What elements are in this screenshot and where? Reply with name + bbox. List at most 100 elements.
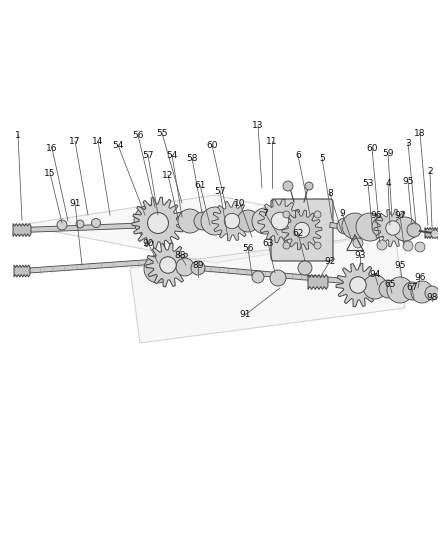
Circle shape	[224, 213, 240, 229]
Circle shape	[415, 242, 425, 252]
Text: 3: 3	[405, 139, 411, 148]
Circle shape	[393, 217, 417, 241]
Text: 96: 96	[370, 211, 382, 220]
Text: 18: 18	[414, 128, 426, 138]
Circle shape	[403, 241, 413, 251]
Text: 58: 58	[186, 154, 198, 163]
Text: 92: 92	[324, 256, 336, 265]
Circle shape	[377, 240, 387, 250]
Text: 62: 62	[292, 229, 304, 238]
Text: 93: 93	[354, 251, 366, 260]
Circle shape	[294, 222, 310, 238]
Circle shape	[57, 220, 67, 230]
Circle shape	[372, 217, 392, 237]
Text: 57: 57	[214, 187, 226, 196]
Circle shape	[160, 257, 176, 273]
Text: 63: 63	[262, 238, 274, 247]
Text: 89: 89	[192, 261, 204, 270]
Circle shape	[386, 221, 400, 235]
Text: 13: 13	[252, 120, 264, 130]
Text: 67: 67	[406, 284, 418, 293]
Text: 8: 8	[327, 189, 333, 198]
Text: 4: 4	[385, 179, 391, 188]
Circle shape	[314, 242, 321, 249]
Text: 54: 54	[112, 141, 124, 150]
Circle shape	[298, 261, 312, 275]
Text: 95: 95	[402, 176, 414, 185]
Text: 9: 9	[339, 208, 345, 217]
Circle shape	[363, 275, 387, 299]
Circle shape	[178, 209, 202, 233]
Text: 10: 10	[234, 198, 246, 207]
Circle shape	[252, 271, 264, 283]
Text: 65: 65	[384, 280, 396, 289]
Circle shape	[201, 207, 229, 235]
Text: 17: 17	[69, 136, 81, 146]
Circle shape	[76, 220, 84, 228]
Polygon shape	[258, 199, 302, 243]
Text: 5: 5	[319, 154, 325, 163]
Polygon shape	[282, 210, 322, 250]
Circle shape	[356, 213, 384, 241]
Text: 60: 60	[366, 143, 378, 152]
Polygon shape	[258, 219, 290, 223]
Polygon shape	[20, 195, 395, 263]
Polygon shape	[130, 233, 405, 343]
Text: 56: 56	[242, 244, 254, 253]
Text: 59: 59	[382, 149, 394, 158]
Polygon shape	[374, 209, 412, 247]
Text: 2: 2	[427, 166, 433, 175]
Text: 56: 56	[132, 131, 144, 140]
Text: 97: 97	[394, 211, 406, 220]
Text: 90: 90	[142, 238, 154, 247]
Circle shape	[387, 277, 413, 303]
Circle shape	[305, 182, 313, 190]
Text: 11: 11	[266, 136, 278, 146]
Polygon shape	[212, 201, 252, 241]
Circle shape	[379, 280, 397, 298]
Text: 88: 88	[174, 251, 186, 260]
Text: 53: 53	[362, 179, 374, 188]
Text: 15: 15	[44, 168, 56, 177]
Polygon shape	[336, 263, 380, 307]
Text: 91: 91	[239, 311, 251, 319]
Circle shape	[314, 211, 321, 218]
Text: 91: 91	[69, 198, 81, 207]
Circle shape	[283, 211, 290, 218]
Polygon shape	[14, 265, 30, 277]
Polygon shape	[183, 219, 255, 223]
Circle shape	[342, 213, 368, 239]
Polygon shape	[132, 197, 184, 249]
Circle shape	[148, 213, 169, 233]
Circle shape	[134, 205, 166, 237]
Circle shape	[425, 286, 438, 300]
Circle shape	[337, 218, 353, 234]
Text: 1: 1	[15, 131, 21, 140]
Circle shape	[252, 208, 278, 234]
Text: 60: 60	[206, 141, 218, 150]
Circle shape	[191, 261, 205, 275]
Text: 95: 95	[394, 261, 406, 270]
Circle shape	[92, 219, 100, 228]
Circle shape	[407, 223, 421, 237]
Circle shape	[350, 277, 366, 293]
Polygon shape	[146, 243, 190, 287]
Circle shape	[237, 210, 259, 232]
Circle shape	[271, 212, 289, 230]
Text: 55: 55	[156, 128, 168, 138]
Polygon shape	[22, 259, 165, 273]
Text: 54: 54	[166, 150, 178, 159]
Text: 14: 14	[92, 136, 104, 146]
Circle shape	[353, 238, 363, 248]
Polygon shape	[22, 222, 155, 232]
Text: 61: 61	[194, 181, 206, 190]
Polygon shape	[308, 274, 328, 289]
Text: 7: 7	[262, 208, 268, 217]
Circle shape	[283, 242, 290, 249]
Polygon shape	[425, 228, 438, 238]
Text: 12: 12	[162, 171, 174, 180]
Circle shape	[283, 181, 293, 191]
Text: 96: 96	[414, 273, 426, 282]
Text: 94: 94	[369, 271, 381, 279]
FancyBboxPatch shape	[271, 199, 333, 261]
